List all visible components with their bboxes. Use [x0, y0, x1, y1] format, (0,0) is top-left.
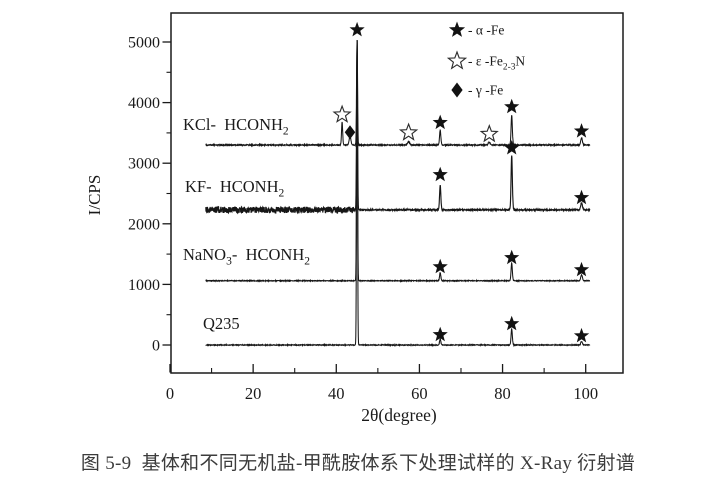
legend-label-ε-fe2-3n: - ε -Fe2-3N	[468, 54, 525, 73]
xrd-chart: 0 1000 2000 3000 4000 5000 0 20 40 60 80 100 I/CPS 2θ…	[85, 12, 624, 425]
alpha-fe-star-icon	[432, 326, 448, 342]
alpha-fe-star-icon	[573, 189, 590, 205]
x-tick-label: 0	[166, 384, 174, 403]
trace-kcl-hconh2	[205, 40, 591, 148]
legend-label-α-fe: - α -Fe	[468, 23, 504, 38]
x-axis-title: 2θ(degree)	[361, 405, 437, 425]
series-label-nano3-hconh2: NaNO3- HCONH2	[183, 245, 310, 268]
alpha-fe-star-icon	[504, 140, 520, 155]
y-tick-label: 5000	[128, 35, 160, 52]
alpha-fe-star-icon	[504, 98, 520, 114]
x-tick-label: 80	[494, 384, 511, 403]
trace-kf-hconh2	[205, 40, 591, 215]
y-axis-title: I/CPS	[85, 175, 104, 216]
series-label-q235: Q235	[203, 314, 240, 333]
x-tick-label: 20	[245, 384, 262, 403]
epsilon-fe-n-open-star-icon	[479, 123, 499, 143]
alpha-fe-star-icon	[448, 21, 466, 37]
series-label-kf-hconh2: KF- HCONH2	[185, 177, 285, 200]
x-tick-label: 40	[328, 384, 345, 403]
gamma-fe-diamond-icon	[344, 125, 356, 140]
x-tick-label: 100	[573, 384, 598, 403]
y-tick-label: 3000	[128, 156, 160, 173]
y-tick-label: 4000	[128, 95, 160, 112]
epsilon-fe-n-open-star-icon	[332, 104, 352, 123]
alpha-fe-star-icon	[432, 166, 448, 182]
legend-label-γ-fe: - γ -Fe	[468, 83, 503, 98]
x-tick-label: 60	[411, 384, 428, 403]
figure-caption: 图 5-9 基体和不同无机盐-甲酰胺体系下处理试样的 X-Ray 衍射谱	[80, 453, 636, 474]
epsilon-fe-n-open-star-icon	[398, 122, 419, 141]
series-label-kcl-hconh2: KCl- HCONH2	[183, 115, 289, 138]
alpha-fe-star-icon	[573, 261, 590, 277]
alpha-fe-star-icon	[432, 114, 448, 130]
alpha-fe-star-icon	[573, 327, 590, 343]
alpha-fe-star-icon	[504, 249, 520, 265]
alpha-fe-star-icon	[504, 315, 520, 331]
y-tick-label: 0	[152, 338, 160, 355]
alpha-fe-star-icon	[349, 21, 365, 37]
gamma-fe-diamond-icon	[451, 82, 463, 98]
trace-nano3-hconh2	[205, 39, 591, 283]
alpha-fe-star-icon	[432, 258, 448, 274]
epsilon-fe-n-open-star-icon	[446, 50, 468, 70]
trace-q235	[205, 40, 591, 348]
alpha-fe-star-icon	[573, 123, 590, 138]
y-tick-label: 2000	[128, 216, 160, 233]
y-tick-label: 1000	[128, 277, 160, 294]
